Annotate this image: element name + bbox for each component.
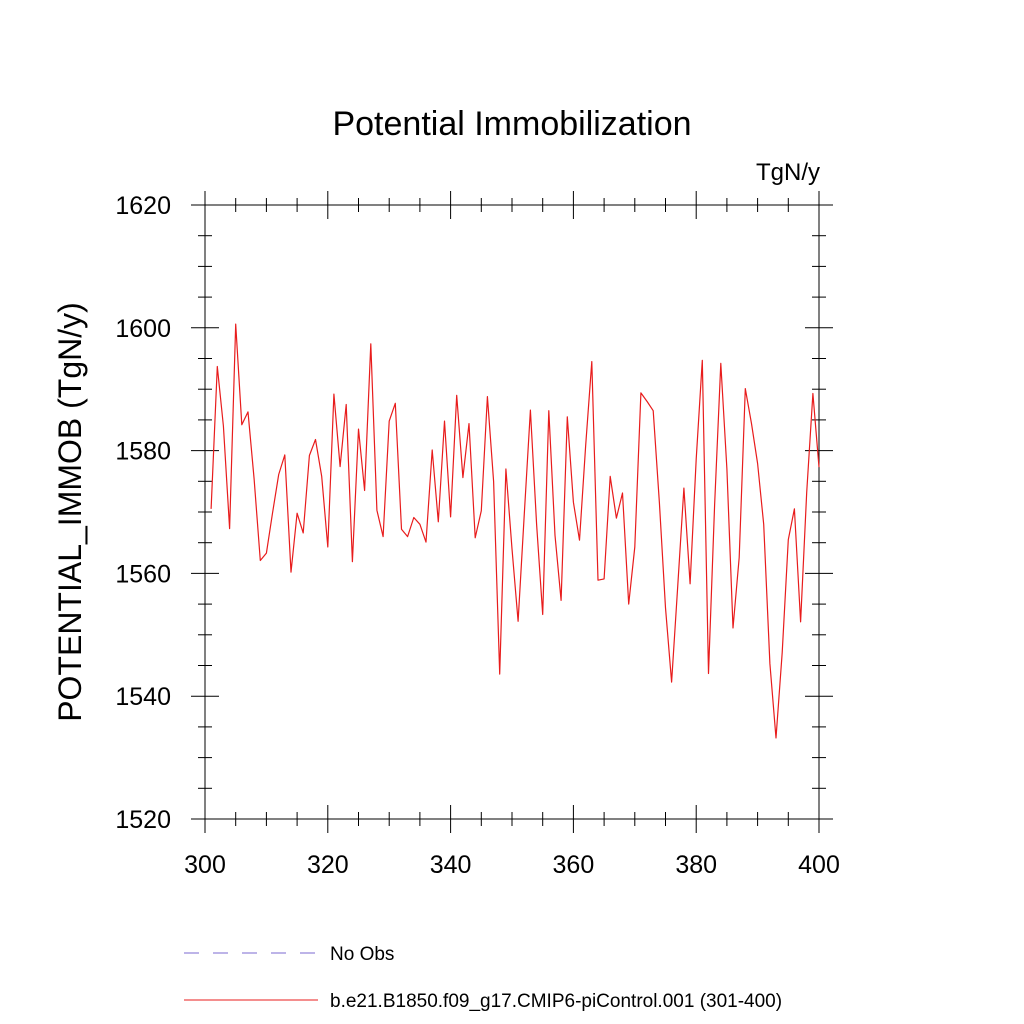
x-tick-label: 360 [553,851,595,879]
chart-title: Potential Immobilization [332,105,691,143]
y-tick-label: 1580 [115,438,171,466]
legend: No Obs b.e21.B1850.f09_g17.CMIP6-piContro… [184,944,782,1012]
units-label: TgN/y [756,159,820,186]
y-axis-label: POTENTIAL_IMMOB (TgN/y) [52,302,88,722]
x-tick-label: 320 [307,851,349,879]
series-layer [210,323,820,739]
x-tick-label: 400 [798,851,840,879]
y-tick-label: 1520 [115,806,171,834]
y-tick-label: 1620 [115,192,171,220]
legend-label: b.e21.B1850.f09_g17.CMIP6-piControl.001 … [330,991,782,1012]
plot-border [204,204,820,820]
x-tick-label: 340 [430,851,472,879]
plot-frame [204,204,820,820]
x-tick-label: 380 [675,851,717,879]
x-axis-ticks: 300 320 340 360 380 400 [184,191,840,879]
legend-label: No Obs [330,944,394,965]
y-tick-label: 1540 [115,683,171,711]
x-tick-label: 300 [184,851,226,879]
y-tick-label: 1600 [115,315,171,343]
series-line [210,323,820,739]
y-axis-ticks: 1520 1540 1560 1580 1600 1620 [115,192,833,834]
y-tick-label: 1560 [115,560,171,588]
